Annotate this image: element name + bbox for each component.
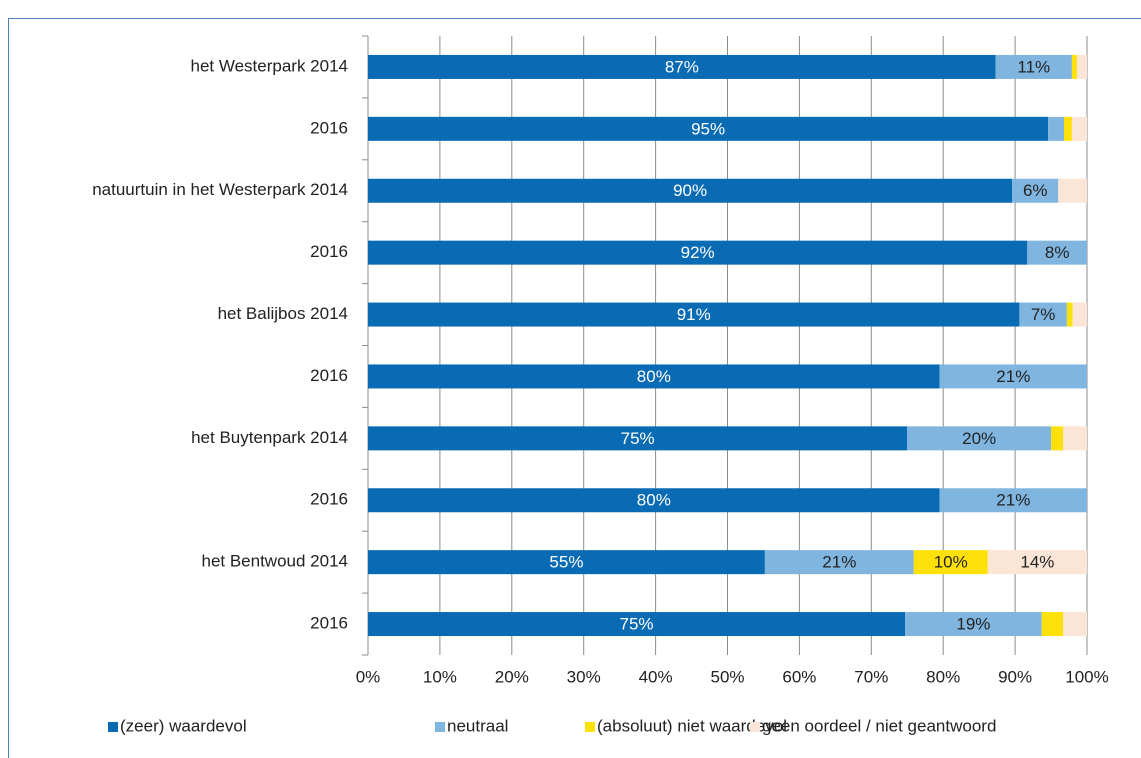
bar-segment — [995, 54, 1072, 79]
y-tick-label: het Bentwoud 2014 — [201, 552, 348, 571]
bar-segment — [368, 54, 996, 79]
data-label: 90% — [673, 181, 707, 200]
bar-segment — [368, 364, 940, 389]
x-tick-label: 50% — [710, 667, 744, 686]
data-label: 6% — [1023, 181, 1048, 200]
bar-segment — [368, 488, 940, 513]
data-label: 21% — [996, 367, 1030, 386]
data-label: 21% — [822, 553, 856, 572]
bar-segment — [368, 240, 1028, 265]
bar-segment — [1027, 240, 1087, 265]
data-label: 10% — [934, 553, 968, 572]
bar-segment — [1041, 612, 1064, 637]
data-label: 80% — [637, 367, 671, 386]
legend-label: (absoluut) niet waardevol — [597, 716, 787, 735]
x-tick-label: 20% — [495, 667, 529, 686]
bar-segment — [368, 550, 765, 575]
bar-segment — [905, 612, 1042, 637]
y-tick-label: het Westerpark 2014 — [191, 56, 349, 75]
legend-label: geen oordeel / niet geantwoord — [762, 716, 996, 735]
data-label: 91% — [677, 305, 711, 324]
bar-segment — [368, 612, 906, 637]
data-label: 7% — [1031, 305, 1056, 324]
bar-segment — [368, 302, 1020, 327]
legend-label: (zeer) waardevol — [120, 716, 247, 735]
bar-segment — [1063, 426, 1087, 451]
bar-segment — [1058, 178, 1087, 203]
x-tick-label: 40% — [639, 667, 673, 686]
data-label: 11% — [1017, 57, 1050, 76]
y-tick-label: 2016 — [310, 242, 348, 261]
bar-segment — [1012, 178, 1059, 203]
data-label: 80% — [637, 491, 671, 510]
x-tick-label: 60% — [782, 667, 816, 686]
data-label: 8% — [1045, 243, 1070, 262]
y-tick-label: 2016 — [310, 614, 348, 633]
bar-segment — [368, 178, 1013, 203]
bar-segment — [1048, 116, 1064, 141]
bar-segment — [987, 550, 1087, 575]
bar-segment — [1051, 426, 1064, 451]
bar-segment — [1071, 116, 1087, 141]
x-tick-label: 10% — [423, 667, 457, 686]
data-label: 87% — [665, 57, 699, 76]
data-label: 92% — [681, 243, 715, 262]
data-label: 75% — [620, 615, 654, 634]
y-tick-label: 2016 — [310, 366, 348, 385]
bar-segment — [939, 488, 1087, 513]
bar-segment — [1072, 302, 1087, 327]
bar-segment — [939, 364, 1087, 389]
data-label: 55% — [549, 553, 583, 572]
data-label: 14% — [1020, 553, 1054, 572]
bar-segment — [1063, 116, 1072, 141]
legend-label: neutraal — [447, 716, 508, 735]
bar-segment — [1019, 302, 1067, 327]
bar-segment — [907, 426, 1052, 451]
data-label: 95% — [691, 119, 725, 138]
x-tick-label: 70% — [854, 667, 888, 686]
data-label: 20% — [962, 429, 996, 448]
x-tick-label: 0% — [356, 667, 381, 686]
y-tick-label: natuurtuin in het Westerpark 2014 — [92, 180, 348, 199]
bar-segment — [368, 116, 1049, 141]
bar-segment — [1066, 302, 1073, 327]
legend-swatch — [750, 722, 760, 732]
bar-segment — [368, 426, 908, 451]
bar-segment — [1063, 612, 1087, 637]
legend-swatch — [435, 722, 445, 732]
y-tick-label: het Buytenpark 2014 — [191, 428, 348, 447]
data-label: 75% — [621, 429, 655, 448]
x-tick-label: 90% — [998, 667, 1032, 686]
x-tick-label: 100% — [1065, 667, 1108, 686]
y-tick-label: het Balijbos 2014 — [218, 304, 348, 323]
y-tick-label: 2016 — [310, 118, 348, 137]
legend-swatch — [108, 722, 118, 732]
data-label: 21% — [996, 491, 1030, 510]
y-tick-label: 2016 — [310, 490, 348, 509]
bar-segment — [1076, 54, 1087, 79]
bar-segment — [1071, 54, 1077, 79]
legend-swatch — [585, 722, 595, 732]
x-tick-label: 80% — [926, 667, 960, 686]
x-tick-label: 30% — [567, 667, 601, 686]
bar-segment — [764, 550, 914, 575]
bar-segment — [913, 550, 988, 575]
data-label: 19% — [956, 615, 990, 634]
